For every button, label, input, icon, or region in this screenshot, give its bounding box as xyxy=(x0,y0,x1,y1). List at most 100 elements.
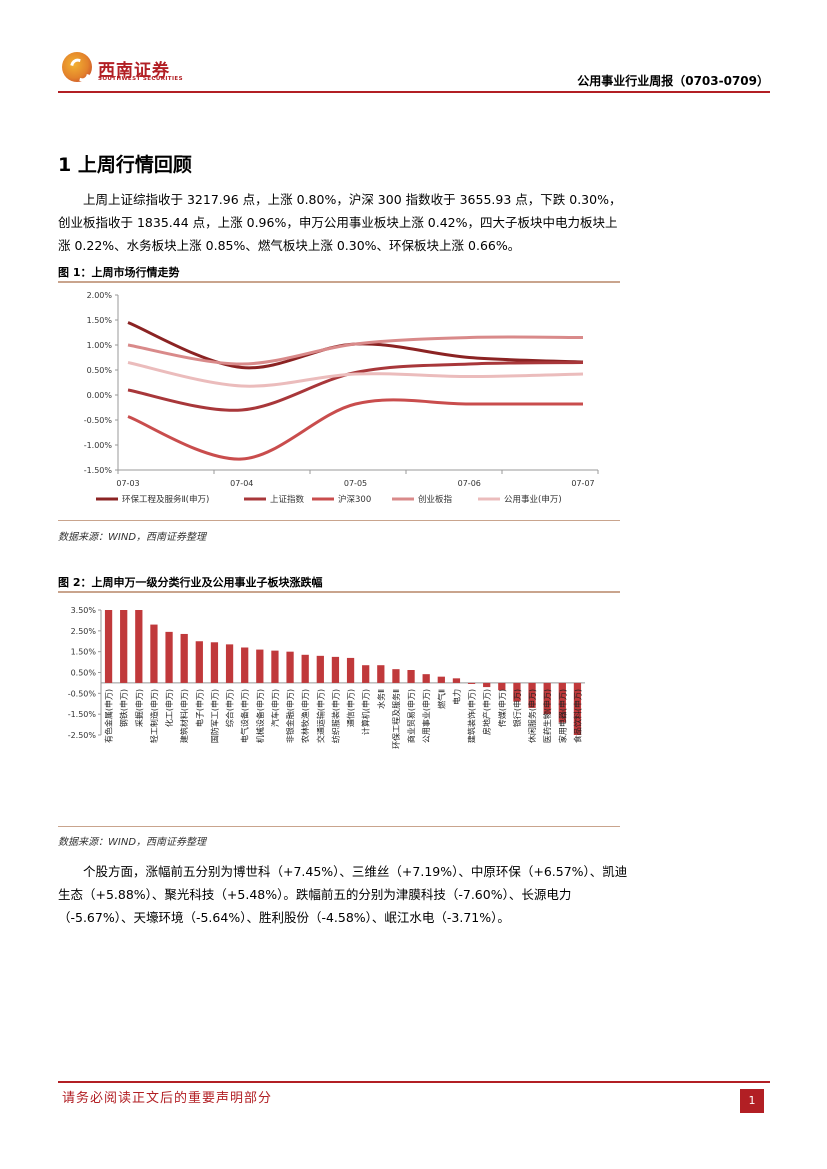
category-label: 医药生物(申万) xyxy=(542,689,552,743)
category-label: 交通运输(申万) xyxy=(315,689,325,743)
bar xyxy=(165,631,173,683)
category-label: 传媒(申万) xyxy=(497,689,507,727)
x-tick-label: 07-06 xyxy=(458,479,481,488)
bar xyxy=(286,651,294,683)
y-tick-label: 2.00% xyxy=(87,291,113,300)
category-label: 燃气Ⅱ xyxy=(436,689,446,709)
bar xyxy=(573,682,582,735)
category-label: 轻工制造(申万) xyxy=(149,689,159,743)
logo-name-en: SOUTHWEST SECURITIES xyxy=(98,76,183,82)
category-label: 建筑材料(申万) xyxy=(179,689,189,743)
category-label: 化工(申万) xyxy=(164,689,174,727)
paragraph-stocks: 个股方面，涨幅前五分别为博世科（+7.45%）、三维丝（+7.19%）、中原环保… xyxy=(58,864,628,925)
category-label: 国防军工(申万) xyxy=(209,689,219,743)
series-line xyxy=(127,398,583,461)
legend-label: 创业板指 xyxy=(418,494,453,505)
figure1-line-chart: 07-03 07-04 07-05 07-06 07-07 2.00% 1.50% 1.00… xyxy=(84,291,599,505)
y-tick-label: 1.50% xyxy=(87,316,113,325)
bar xyxy=(120,610,128,683)
figure2-bottom-rule xyxy=(58,826,620,827)
bar xyxy=(422,674,430,683)
bar xyxy=(407,670,415,683)
report-title: 公用事业行业周报（0703-0709） xyxy=(577,74,769,88)
category-label: 汽车(申万) xyxy=(270,689,280,727)
section-title: 1 上周行情回顾 xyxy=(58,154,192,176)
category-label: 水务Ⅱ xyxy=(376,689,386,709)
figure1-title: 图 1：上周市场行情走势 xyxy=(58,266,180,279)
category-label: 机械设备(申万) xyxy=(255,689,265,743)
y-tick-label: -2.50% xyxy=(68,731,97,740)
category-label: 综合(申万) xyxy=(225,689,235,727)
category-label: 纺织服装(申万) xyxy=(330,689,340,743)
category-label: 通信(申万) xyxy=(346,689,356,727)
bar xyxy=(377,665,385,683)
category-label: 电子(申万) xyxy=(194,689,204,727)
bar xyxy=(331,656,340,683)
disclaimer-note: 请务必阅读正文后的重要声明部分 xyxy=(62,1091,273,1106)
category-label: 食品饮料(申万) xyxy=(572,689,582,743)
paragraph-market: 上周上证综指收于 3217.96 点，上涨 0.80%，沪深 300 指数收于 … xyxy=(58,192,622,253)
figure1-source: 数据来源：WIND，西南证券整理 xyxy=(58,532,207,543)
bar xyxy=(256,649,264,683)
bar xyxy=(210,642,219,683)
bar xyxy=(150,624,158,683)
category-label: 休闲服务(申万) xyxy=(527,689,537,743)
y-tick-label: -1.50% xyxy=(68,710,97,719)
y-tick-label: 1.50% xyxy=(71,648,97,657)
bar xyxy=(104,610,113,683)
legend-label: 公用事业(申万) xyxy=(504,494,562,505)
bar xyxy=(498,682,506,691)
category-label: 钢铁(申万) xyxy=(119,689,129,727)
category-label: 公用事业(申万) xyxy=(421,689,431,743)
x-tick-label: 07-05 xyxy=(344,479,367,488)
category-label: 建筑装饰(申万) xyxy=(467,689,477,743)
logo-icon xyxy=(62,52,92,82)
logo-name-cn: 西南证券 xyxy=(98,61,170,81)
bar xyxy=(301,654,309,683)
y-tick-label: 2.50% xyxy=(71,627,97,636)
legend-label: 上证指数 xyxy=(270,494,305,505)
y-tick-label: -1.50% xyxy=(84,466,113,475)
x-tick-label: 07-04 xyxy=(230,479,253,488)
bar xyxy=(225,644,234,683)
y-tick-label: -1.00% xyxy=(84,441,113,450)
figure2-title: 图 2：上周申万一级分类行业及公用事业子板块涨跌幅 xyxy=(58,576,323,589)
bar xyxy=(346,657,355,683)
bar xyxy=(558,682,566,723)
bar xyxy=(513,682,521,702)
legend-label: 环保工程及服务Ⅱ(申万) xyxy=(122,494,209,505)
series-line xyxy=(127,335,584,366)
legend-label: 沪深300 xyxy=(338,494,371,505)
header-rule xyxy=(58,91,770,93)
bar xyxy=(392,669,400,683)
figure2-bar-chart: 3.50% 2.50% 1.50% 0.50% -0.50% -1.50% -2.50% 有… xyxy=(68,606,585,749)
category-label: 计算机(申万) xyxy=(361,689,371,735)
figure1-bottom-rule xyxy=(58,520,620,521)
page-number: 1 xyxy=(740,1089,764,1113)
bar xyxy=(452,678,461,683)
category-label: 环保工程及服务Ⅱ xyxy=(391,689,401,749)
category-label: 非银金融(申万) xyxy=(285,689,295,743)
category-label: 农林牧渔(申万) xyxy=(300,689,310,743)
category-label: 有色金属(申万) xyxy=(104,689,114,743)
x-tick-label: 07-07 xyxy=(571,479,594,488)
figure1-top-rule xyxy=(58,281,620,283)
y-tick-label: -0.50% xyxy=(84,416,113,425)
category-label: 房地产(申万) xyxy=(482,689,492,735)
bar xyxy=(543,682,551,715)
category-label: 电力 xyxy=(451,689,461,705)
category-label: 采掘(申万) xyxy=(134,689,144,727)
footer-rule xyxy=(58,1081,770,1083)
bar xyxy=(362,665,370,683)
category-label: 商业贸易(申万) xyxy=(406,689,416,743)
figure2-top-rule xyxy=(58,591,620,593)
y-tick-label: 0.50% xyxy=(87,366,113,375)
x-tick-label: 07-03 xyxy=(116,479,139,488)
category-label: 家用电器(申万) xyxy=(557,689,567,743)
y-tick-label: 1.00% xyxy=(87,341,113,350)
bar xyxy=(483,682,491,688)
bar xyxy=(467,682,476,684)
bar xyxy=(195,641,203,683)
category-label: 电气设备(申万) xyxy=(240,689,250,743)
bar xyxy=(528,682,536,708)
